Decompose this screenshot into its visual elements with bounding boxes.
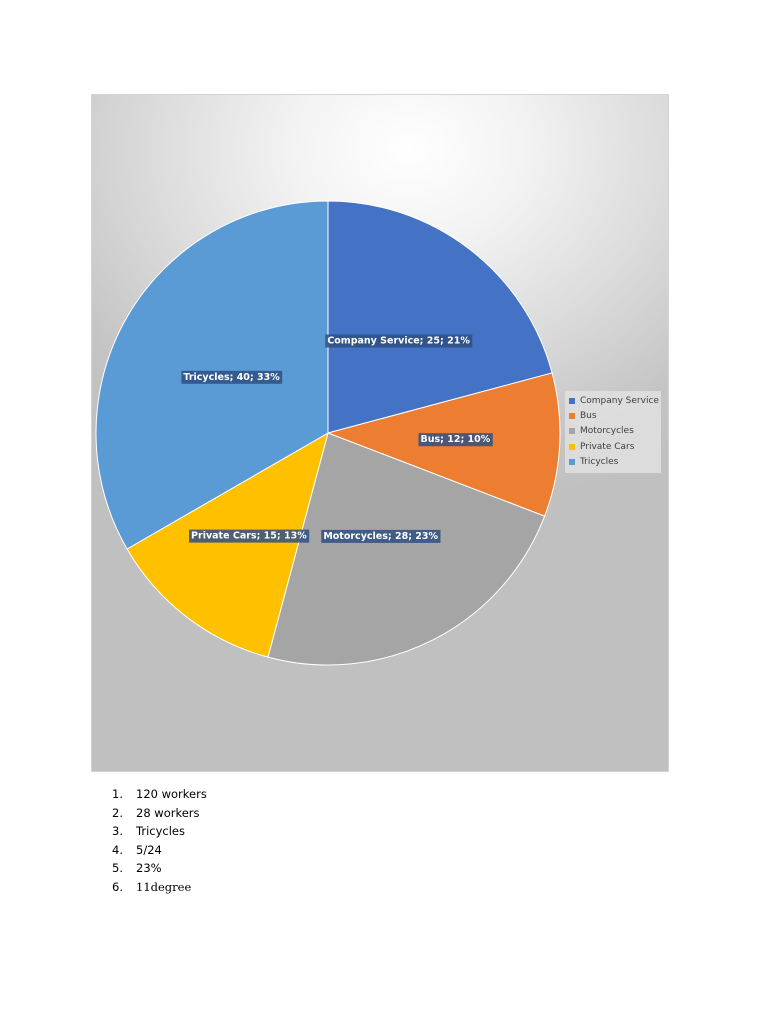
legend-swatch [569,413,575,420]
answer-number: 4. [112,842,123,857]
legend-item-tricycles: Tricycles [569,455,661,470]
legend-item-company-service: Company Service [569,393,661,408]
legend-label: Tricycles [580,457,619,468]
answer-number: 3. [112,824,123,839]
pie-slices [95,200,561,666]
legend-swatch [569,459,575,466]
svg-text:Bus; 12; 10%: Bus; 12; 10% [420,434,490,445]
answer-text: Tricycles [136,824,185,839]
data-label-private-cars: Private Cars; 15; 13% [189,529,310,543]
data-label-tricycles: Tricycles; 40; 33% [181,370,283,384]
answer-text: 5/24 [136,842,162,857]
pie-slice-private-cars [126,431,329,658]
answer-list: 1. 120 workers 2. 28 workers 3. Tricycles 4. 5/… [112,785,207,897]
svg-text:Company Service; 25; 21%: Company Service; 25; 21% [327,336,470,347]
answer-item: 1. 120 workers [112,785,207,804]
answer-item: 5. 23% [112,859,207,878]
answer-item: 6. 11degree [112,878,207,897]
legend-label: Motorcycles [580,426,634,437]
answer-item: 2. 28 workers [112,804,207,823]
pie-data-labels: Company Service; 25; 21% Bus; 12; 10% Moto… [181,334,493,543]
pie-chart: Company Service; 25; 21% Bus; 12; 10% Moto… [91,94,669,772]
legend-item-bus: Bus [569,408,661,423]
legend-swatch [569,397,575,404]
chart-legend: Company Service Bus Motorcycles Private Car… [565,391,661,473]
answer-number: 5. [112,861,123,876]
answer-item: 3. Tricycles [112,822,207,841]
answer-item: 4. 5/24 [112,841,207,860]
legend-label: Bus [580,411,597,422]
svg-text:Tricycles; 40; 33%: Tricycles; 40; 33% [183,372,280,383]
svg-text:Motorcycles; 28; 23%: Motorcycles; 28; 23% [323,531,438,542]
answer-number: 2. [112,805,123,820]
pie-chart-svg: Company Service; 25; 21% Bus; 12; 10% Moto… [95,200,561,666]
legend-label: Company Service [580,395,659,406]
answer-text: 120 workers [136,787,207,801]
answer-number: 6. [112,879,123,894]
legend-label: Private Cars [580,441,635,452]
pie-slice-company-service [327,200,553,434]
legend-item-motorcycles: Motorcycles [569,424,661,439]
legend-swatch [569,443,575,450]
legend-item-private-cars: Private Cars [569,439,661,454]
answer-text: 11degree [136,879,192,894]
answer-text: 23% [136,861,162,876]
data-label-motorcycles: Motorcycles; 28; 23% [321,529,441,543]
pie-slice-motorcycles [267,432,546,666]
data-label-bus: Bus; 12; 10% [418,433,493,447]
legend-swatch [569,428,575,435]
answer-text: 28 workers [136,805,200,820]
answer-number: 1. [112,787,123,801]
data-label-company-service: Company Service; 25; 21% [325,334,473,348]
svg-text:Private Cars; 15; 13%: Private Cars; 15; 13% [191,531,307,542]
